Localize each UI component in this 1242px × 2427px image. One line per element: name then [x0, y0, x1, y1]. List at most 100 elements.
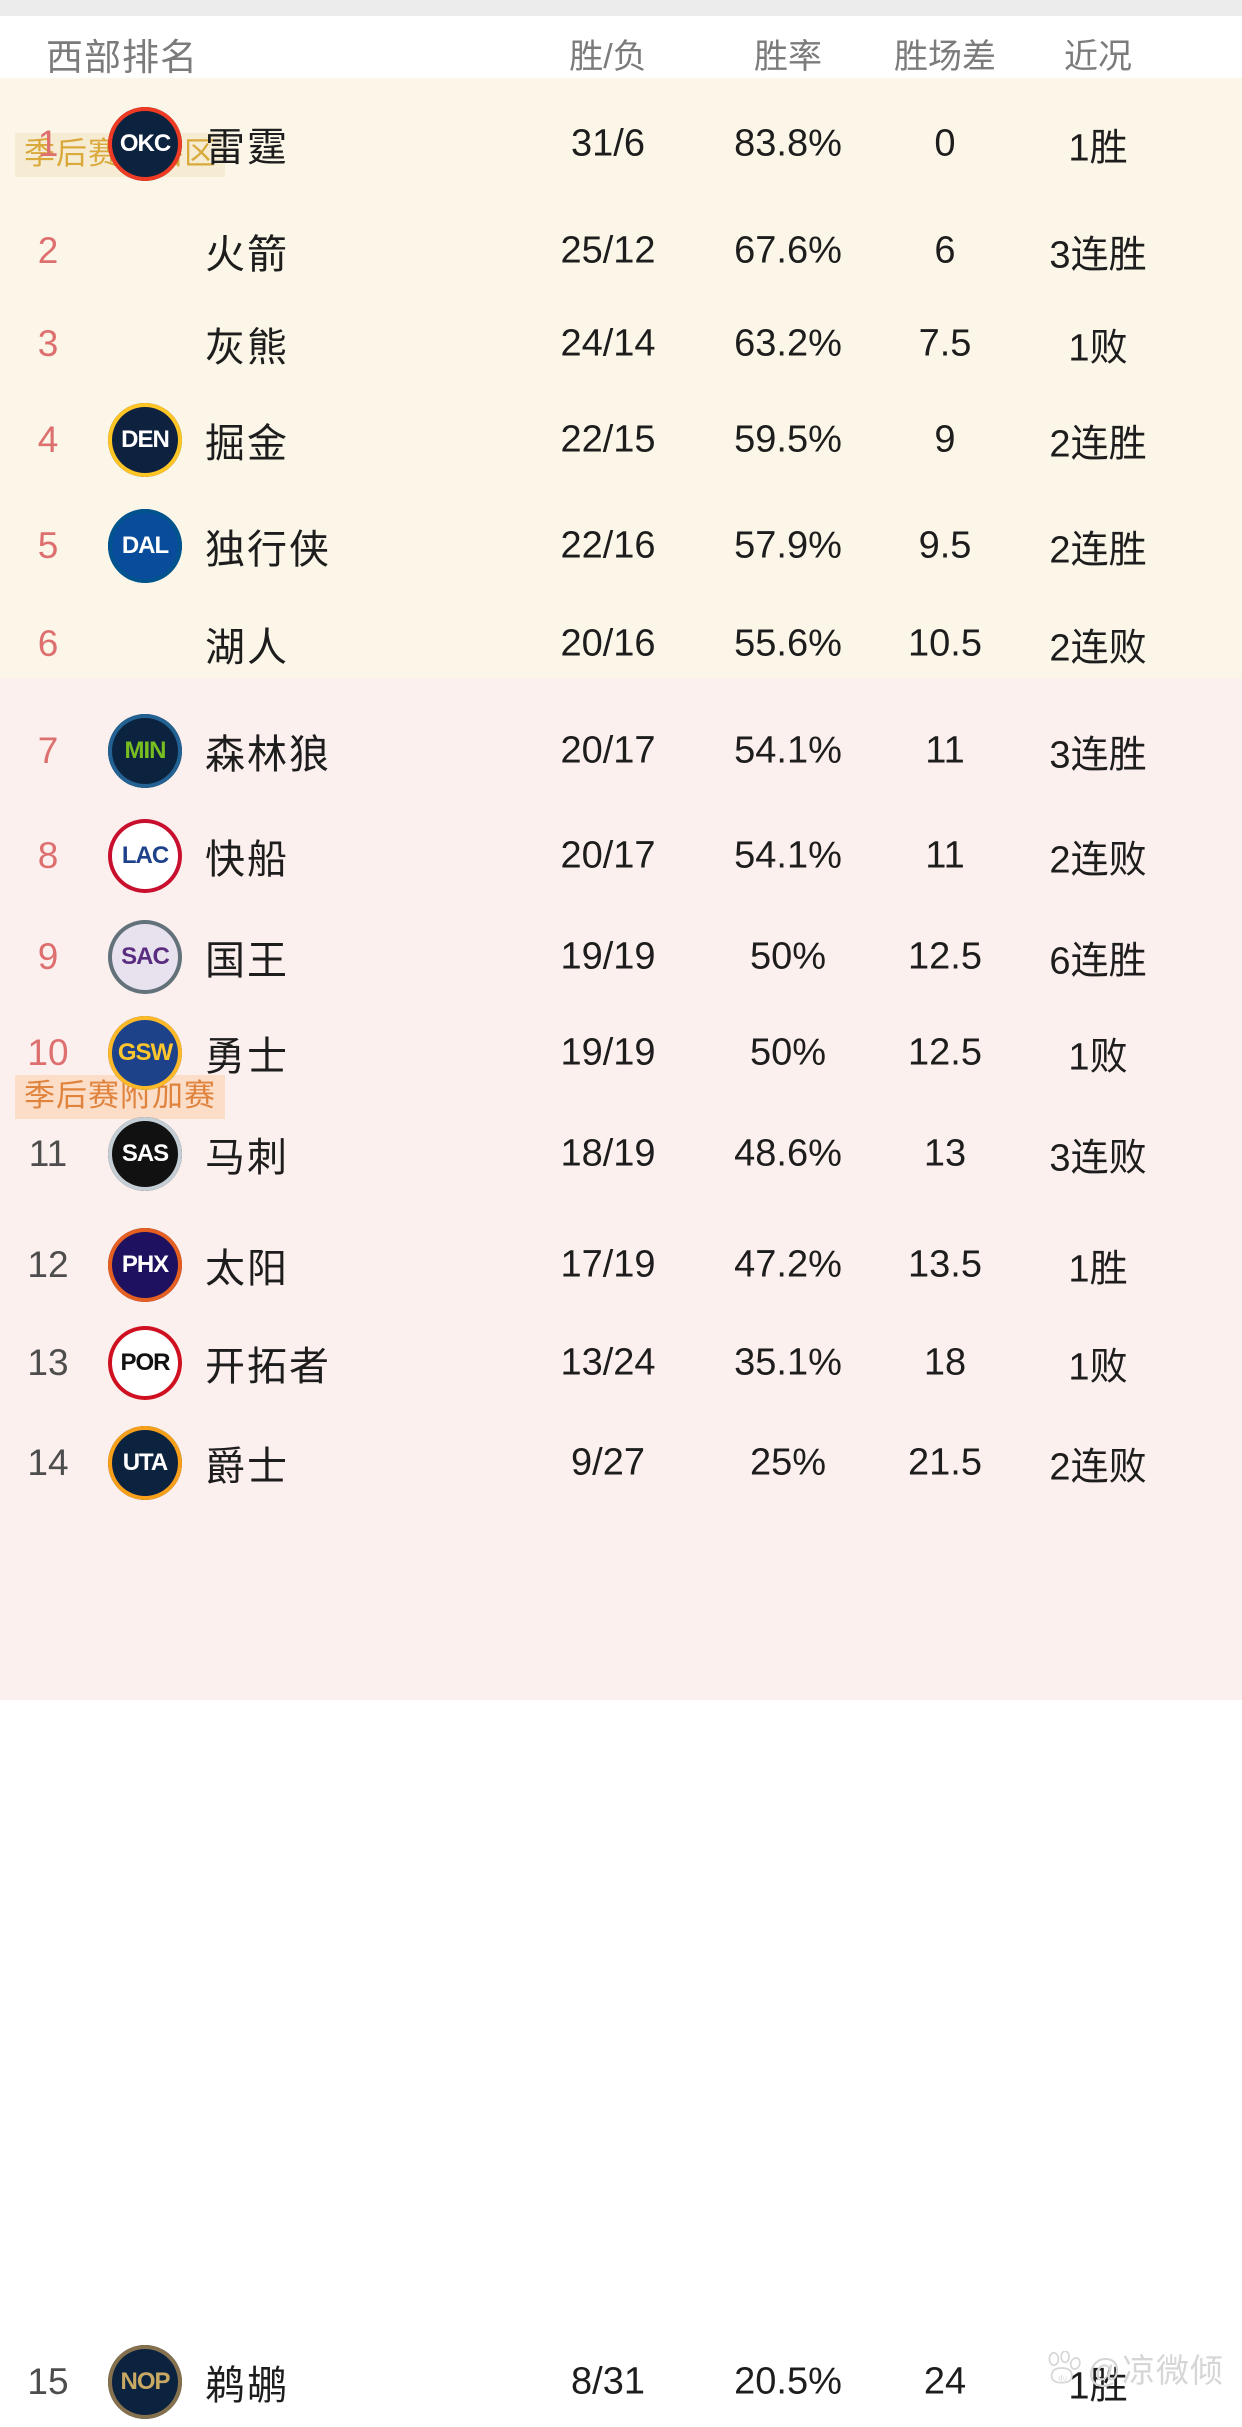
cell-win-pct: 50%	[749, 935, 827, 978]
cell-games-back: 0	[934, 122, 956, 165]
row-rank: 13	[27, 1342, 69, 1383]
table-row[interactable]: 11 SAS 马刺 18/19 48.6% 13 3连败	[0, 1104, 1242, 1204]
table-header: 西部排名 胜/负 胜率 胜场差 近况	[0, 16, 1242, 78]
cell-streak: 1败	[1068, 327, 1128, 370]
team-name: 火箭	[205, 233, 289, 277]
cell-streak: 2连败	[1049, 1446, 1147, 1489]
row-rank: 11	[28, 1133, 68, 1174]
team-name: 国王	[205, 939, 289, 983]
column-header-games-back: 胜场差	[894, 38, 996, 76]
cell-streak: 2连胜	[1049, 423, 1147, 466]
cell-win-pct: 35.1%	[734, 1341, 842, 1384]
cell-win-loss: 22/16	[560, 524, 656, 567]
cell-games-back: 6	[934, 229, 956, 272]
table-row[interactable]: 4 DEN 掘金 22/15 59.5% 9 2连胜	[0, 390, 1242, 490]
cell-games-back: 9	[934, 418, 956, 461]
cell-games-back: 9.5	[918, 524, 972, 567]
team-name: 马刺	[205, 1136, 289, 1180]
team-name: 太阳	[205, 1247, 289, 1291]
team-logo-sac: SAC	[108, 920, 182, 994]
cell-win-pct: 54.1%	[734, 834, 842, 877]
team-name: 独行侠	[205, 528, 331, 572]
cell-games-back: 10.5	[908, 622, 982, 665]
cell-win-loss: 18/19	[560, 1132, 656, 1175]
cell-streak: 1胜	[1068, 1248, 1128, 1291]
table-row[interactable]: 1 OKC 雷霆 31/6 83.8% 0 1胜	[0, 94, 1242, 194]
team-logo-dal: DAL	[108, 509, 182, 583]
cell-games-back: 13.5	[908, 1243, 982, 1286]
cell-streak: 1败	[1068, 1036, 1128, 1079]
row-rank: 2	[37, 230, 59, 271]
cell-win-pct: 67.6%	[734, 229, 842, 272]
team-logo-gsw: GSW	[108, 1016, 182, 1090]
row-rank: 1	[37, 123, 59, 164]
cell-games-back: 13	[923, 1132, 967, 1175]
cell-streak: 6连胜	[1049, 940, 1147, 983]
team-logo-abbr: MIN	[124, 737, 167, 764]
team-name: 灰熊	[205, 326, 289, 370]
cell-games-back: 12.5	[908, 935, 982, 978]
zone-eliminated-background	[0, 1700, 1242, 2427]
cell-win-loss: 20/16	[560, 622, 656, 665]
zone-playoff-background	[0, 78, 1242, 678]
cell-win-loss: 8/31	[571, 2360, 645, 2403]
cell-games-back: 11	[925, 729, 965, 772]
table-row[interactable]: 13 POR 开拓者 13/24 35.1% 18 1败	[0, 1313, 1242, 1413]
table-row[interactable]: 10 GSW 勇士 19/19 50% 12.5 1败	[0, 1003, 1242, 1103]
row-rank: 4	[37, 419, 59, 460]
team-logo-abbr: DAL	[121, 532, 169, 559]
row-rank: 12	[27, 1244, 69, 1285]
row-rank: 7	[37, 730, 59, 771]
team-logo-abbr: DEN	[121, 426, 170, 453]
table-row[interactable]: 6 湖人 20/16 55.6% 10.5 2连败	[0, 594, 1242, 694]
team-logo-min: MIN	[108, 714, 182, 788]
column-header-win-loss: 胜/负	[569, 38, 647, 76]
table-row[interactable]: 3 灰熊 24/14 63.2% 7.5 1败	[0, 294, 1242, 394]
cell-streak: 1胜	[1068, 127, 1128, 170]
zone-playin-background	[0, 678, 1242, 1700]
table-row[interactable]: 8 LAC 快船 20/17 54.1% 11 2连败	[0, 806, 1242, 906]
cell-streak: 1胜	[1068, 2365, 1128, 2408]
team-name: 爵士	[205, 1445, 289, 1489]
table-row[interactable]: 7 MIN 森林狼 20/17 54.1% 11 3连胜	[0, 701, 1242, 801]
watermark-text: @凉微倾	[1087, 2352, 1224, 2389]
cell-games-back: 21.5	[908, 1441, 982, 1484]
team-name: 勇士	[205, 1035, 289, 1079]
cell-streak: 3连败	[1049, 1137, 1147, 1180]
cell-games-back: 24	[923, 2360, 967, 2403]
cell-win-pct: 83.8%	[734, 122, 842, 165]
column-header-win-pct: 胜率	[754, 38, 822, 76]
row-rank: 14	[27, 1442, 69, 1483]
cell-win-pct: 25%	[749, 1441, 827, 1484]
cell-win-pct: 50%	[749, 1031, 827, 1074]
team-logo-abbr: SAS	[121, 1140, 169, 1167]
row-rank: 8	[37, 835, 59, 876]
table-row[interactable]: 15 NOP 鹈鹕 8/31 20.5% 24 1胜	[0, 2332, 1242, 2427]
cell-win-loss: 25/12	[560, 229, 656, 272]
team-logo-abbr: LAC	[121, 842, 169, 869]
watermark: du @凉微倾	[1046, 2344, 1225, 2392]
status-strip	[0, 0, 1242, 16]
team-logo-abbr: OKC	[119, 130, 171, 157]
table-row[interactable]: 14 UTA 爵士 9/27 25% 21.5 2连败	[0, 1413, 1242, 1513]
cell-win-pct: 55.6%	[734, 622, 842, 665]
table-row[interactable]: 9 SAC 国王 19/19 50% 12.5 6连胜	[0, 907, 1242, 1007]
team-logo-uta: UTA	[108, 1426, 182, 1500]
column-header-streak: 近况	[1064, 38, 1132, 76]
table-row[interactable]: 2 火箭 25/12 67.6% 6 3连胜	[0, 201, 1242, 301]
team-logo-abbr: POR	[120, 1349, 170, 1376]
team-logo-abbr: GSW	[117, 1039, 173, 1066]
cell-win-loss: 20/17	[560, 729, 656, 772]
table-row[interactable]: 5 DAL 独行侠 22/16 57.9% 9.5 2连胜	[0, 496, 1242, 596]
cell-win-loss: 22/15	[560, 418, 656, 461]
team-logo-phx: PHX	[108, 1228, 182, 1302]
cell-games-back: 12.5	[908, 1031, 982, 1074]
cell-streak: 2连败	[1049, 839, 1147, 882]
cell-win-pct: 63.2%	[734, 322, 842, 365]
team-logo-abbr: UTA	[122, 1449, 169, 1476]
table-row[interactable]: 12 PHX 太阳 17/19 47.2% 13.5 1胜	[0, 1215, 1242, 1315]
cell-win-pct: 54.1%	[734, 729, 842, 772]
cell-streak: 3连胜	[1049, 734, 1147, 777]
cell-games-back: 18	[923, 1341, 967, 1384]
